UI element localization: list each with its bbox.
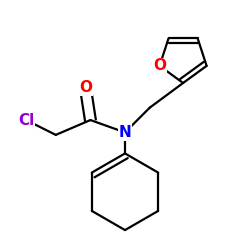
Text: Cl: Cl [18,112,34,128]
Text: N: N [119,125,132,140]
Text: O: O [153,58,166,74]
Text: O: O [79,80,92,96]
